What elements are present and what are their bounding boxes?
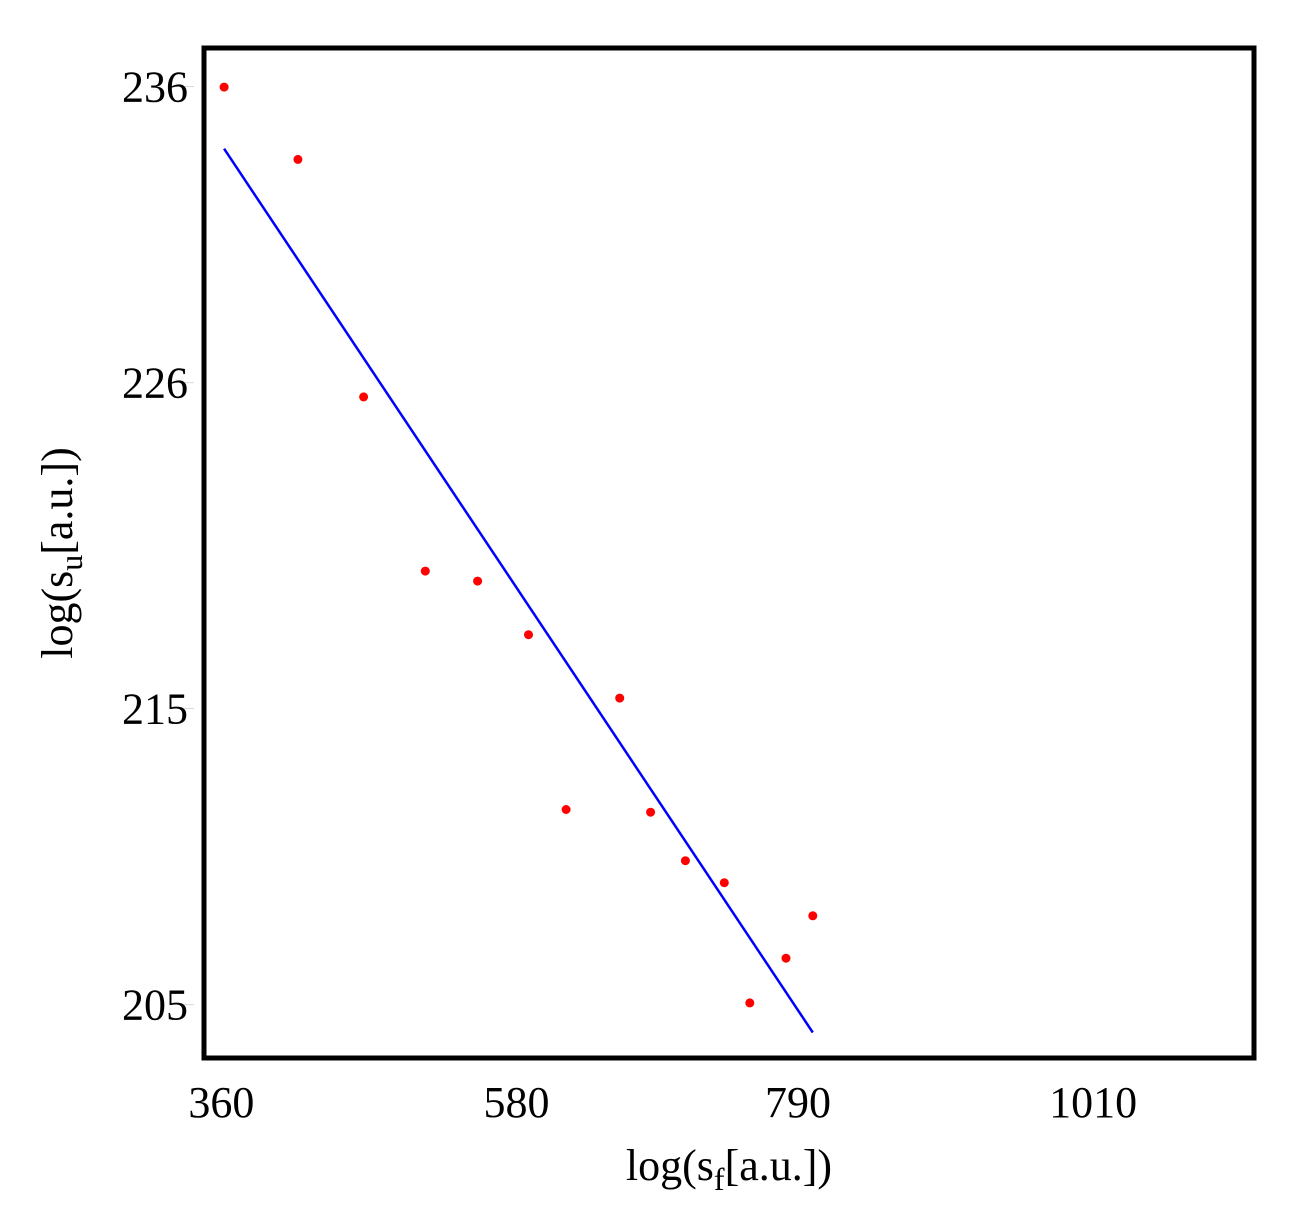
fit-line	[223, 148, 814, 1034]
data-point	[473, 576, 483, 586]
data-point	[680, 856, 690, 866]
tick-group: 360 580 790 1010 205 215 226 236	[122, 63, 1137, 1127]
data-point	[615, 693, 625, 703]
data-point	[808, 911, 818, 921]
x-tick-label: 580	[483, 1078, 549, 1127]
data-point	[524, 630, 533, 640]
y-tick-label: 236	[122, 63, 188, 112]
data-point	[745, 998, 755, 1008]
data-marks	[219, 82, 818, 1034]
data-point	[219, 82, 229, 92]
y-axis-label: log(su[a.u.])	[33, 447, 89, 659]
y-tick-label: 226	[122, 359, 188, 408]
y-tick-label: 215	[122, 684, 188, 733]
x-tick-label: 790	[765, 1078, 831, 1127]
x-tick-label: 1010	[1049, 1078, 1137, 1127]
data-point	[719, 878, 729, 888]
x-axis-label: log(sf[a.u.])	[626, 1141, 832, 1197]
data-point	[646, 807, 656, 817]
x-tick-label: 360	[188, 1078, 254, 1127]
plot-frame	[201, 45, 1257, 1061]
data-point	[293, 154, 303, 164]
data-point	[781, 953, 791, 963]
data-point	[561, 805, 571, 814]
data-point	[359, 392, 369, 402]
y-tick-label: 205	[122, 981, 188, 1030]
data-point	[420, 566, 430, 576]
